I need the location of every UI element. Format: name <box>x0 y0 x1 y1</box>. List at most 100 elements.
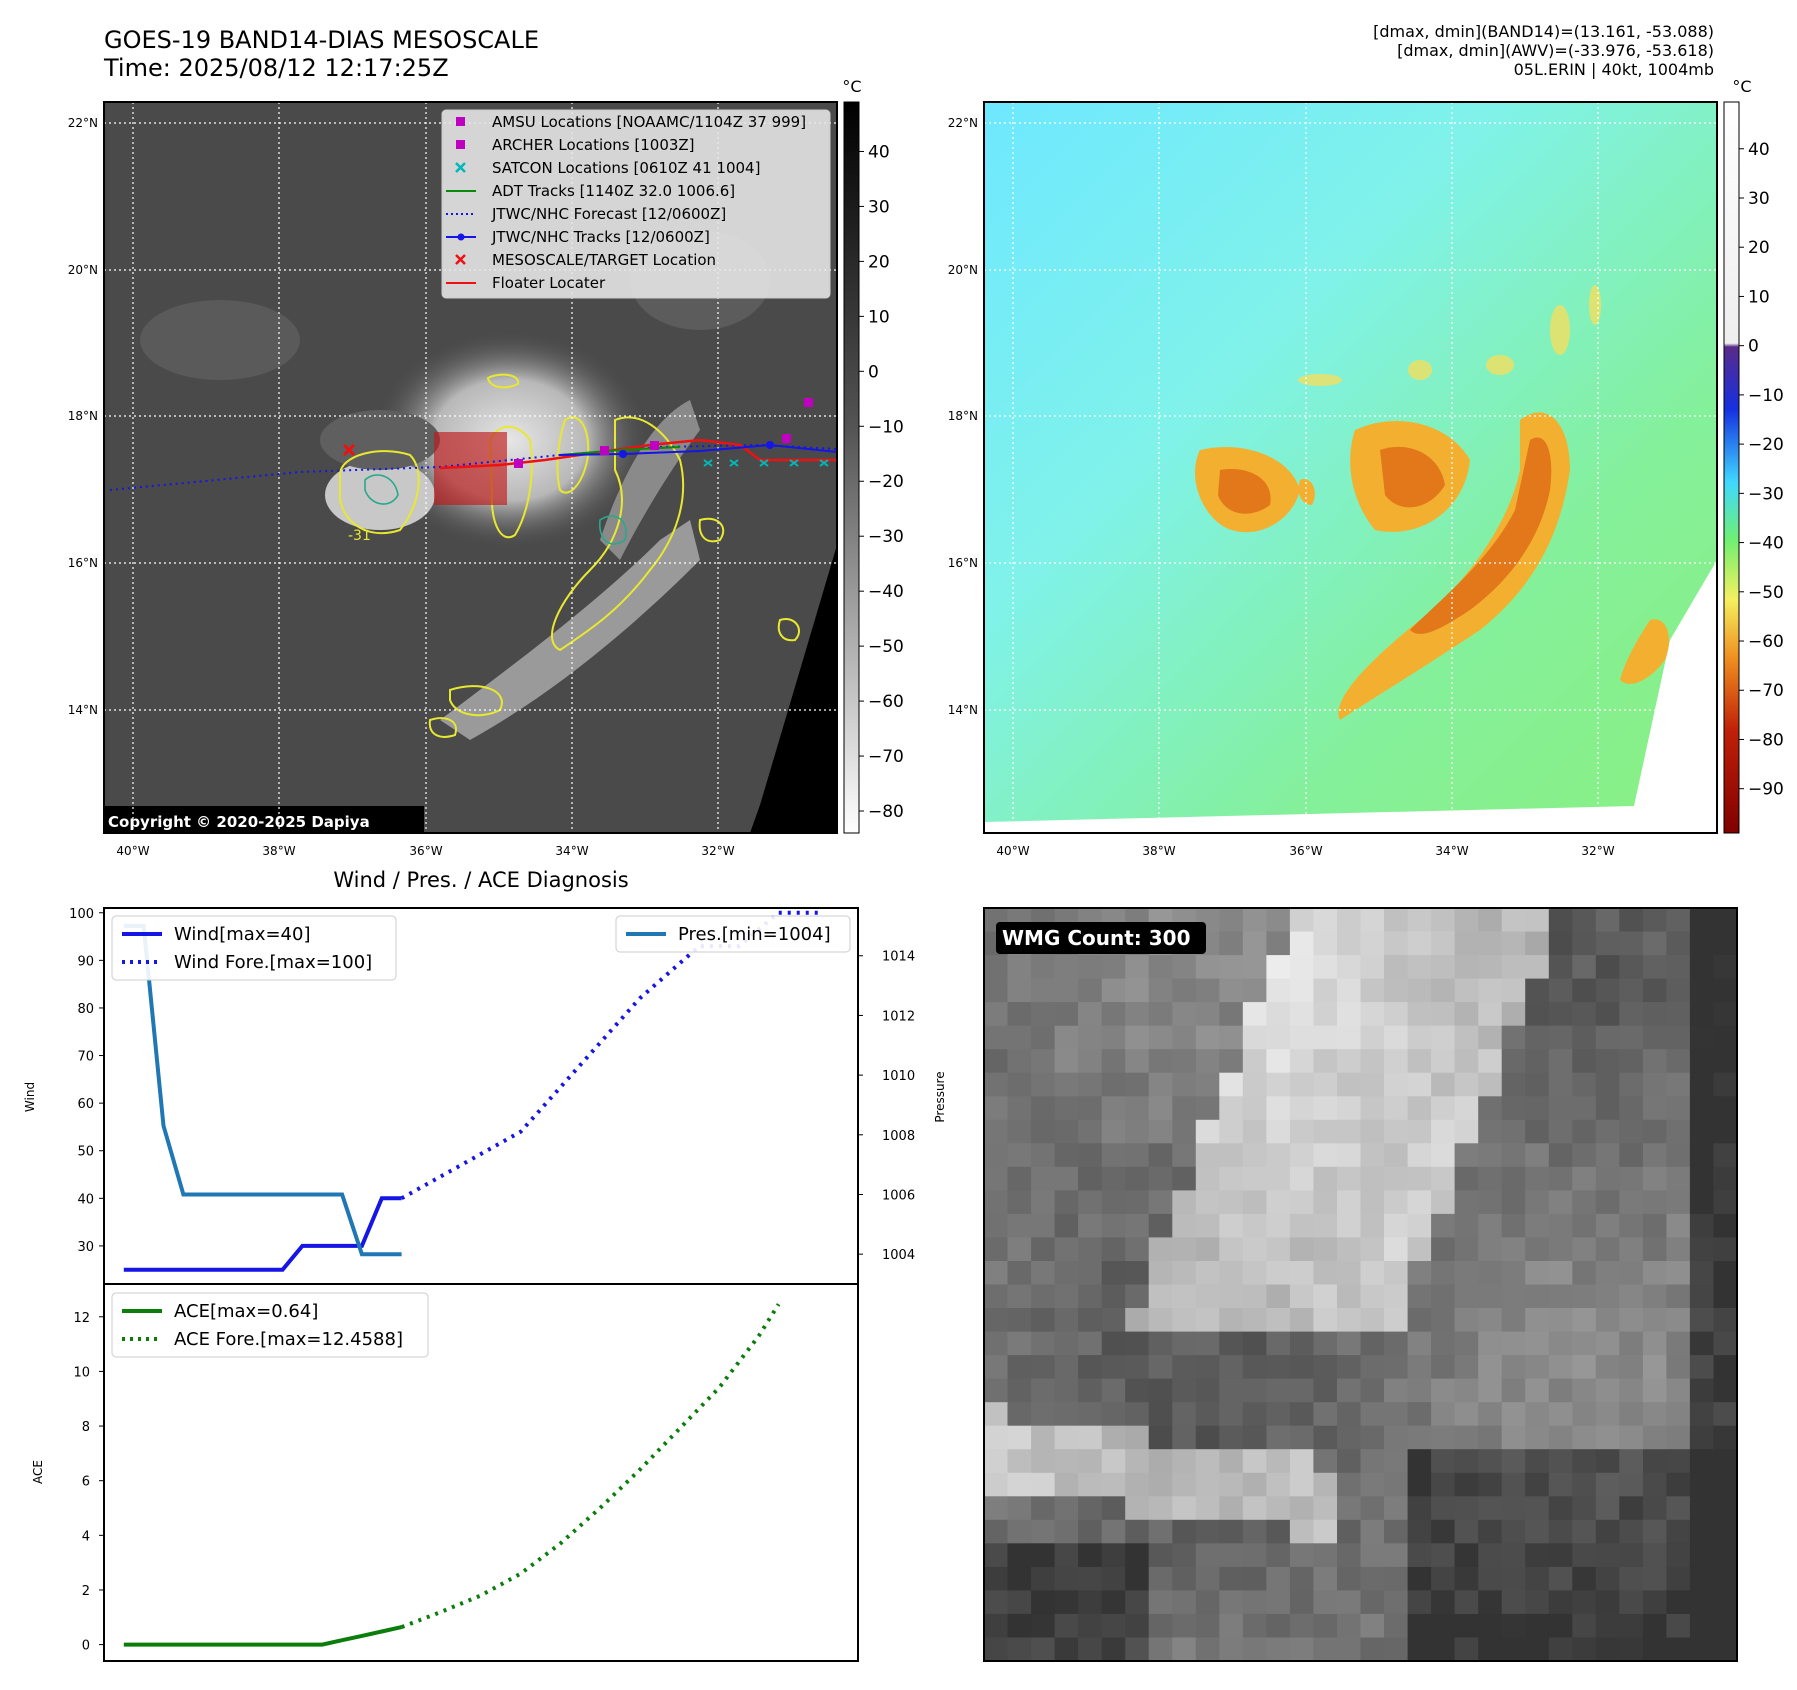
wmg-cell <box>1595 1237 1620 1262</box>
wmg-cell <box>1666 1261 1691 1286</box>
wmg-cell <box>1337 908 1362 933</box>
wmg-cell <box>1407 1566 1432 1591</box>
wmg-cell <box>1666 1143 1691 1168</box>
wmg-cell <box>1619 1096 1644 1121</box>
wmg-cell <box>1572 1355 1597 1380</box>
wmg-cell <box>1407 1308 1432 1333</box>
wmg-cell <box>1478 1049 1503 1074</box>
wmg-cell <box>1242 1190 1267 1215</box>
wmg-cell <box>1431 1190 1456 1215</box>
wmg-cell <box>1172 1355 1197 1380</box>
wmg-cell <box>1219 1166 1244 1191</box>
wmg-cell <box>1125 1261 1150 1286</box>
wmg-cell <box>1125 1496 1150 1521</box>
wmg-cell <box>1572 1308 1597 1333</box>
wmg-cell <box>1101 1331 1126 1356</box>
wmg-cell <box>1619 1072 1644 1097</box>
wmg-cell <box>1478 1096 1503 1121</box>
wmg-cell <box>1219 1496 1244 1521</box>
wmg-cell <box>1384 908 1409 933</box>
wmg-cell <box>1031 1566 1056 1591</box>
wmg-cell <box>1242 1472 1267 1497</box>
wmg-cell <box>1148 1308 1173 1333</box>
wmg-cell <box>1431 908 1456 933</box>
wmg-cell <box>1619 1402 1644 1427</box>
wmg-cell <box>1478 1284 1503 1309</box>
wmg-cell <box>1195 1002 1220 1027</box>
wmg-cell <box>1266 1308 1291 1333</box>
wmg-cell <box>1689 1143 1714 1168</box>
wmg-cell <box>1195 1049 1220 1074</box>
wmg-cell <box>1501 1613 1526 1638</box>
wmg-cell <box>1384 1472 1409 1497</box>
ace-ytick-label: 4 <box>82 1529 90 1544</box>
wmg-cell <box>1572 1637 1597 1661</box>
wmg-cell <box>1054 1237 1079 1262</box>
wmg-cell <box>1431 1637 1456 1661</box>
wmg-cell <box>1689 1613 1714 1638</box>
wmg-cell <box>1384 1025 1409 1050</box>
wmg-cell <box>1148 1543 1173 1568</box>
wmg-cell <box>1595 1637 1620 1661</box>
wmg-cell <box>1360 1355 1385 1380</box>
wmg-cell <box>1642 1449 1667 1474</box>
wmg-cell <box>1195 1190 1220 1215</box>
wmg-cell <box>1007 955 1032 980</box>
wmg-cell <box>1219 908 1244 933</box>
legend-label: Floater Locater <box>492 274 606 292</box>
wmg-cell <box>1360 1566 1385 1591</box>
wmg-cell <box>1337 1096 1362 1121</box>
wmg-cell <box>1195 1213 1220 1238</box>
wmg-cell <box>1289 1213 1314 1238</box>
wmg-cell <box>1689 1166 1714 1191</box>
wmg-cell <box>1313 1166 1338 1191</box>
wmg-cell <box>1454 955 1479 980</box>
wmg-cell <box>1384 1002 1409 1027</box>
ir-colorbar-tick-label: 30 <box>868 197 890 217</box>
wmg-cell <box>1407 1025 1432 1050</box>
wmg-cell <box>1313 1378 1338 1403</box>
ace-ytick-label: 8 <box>82 1420 90 1435</box>
wmg-cell <box>1054 1002 1079 1027</box>
wmg-cell <box>1125 1002 1150 1027</box>
wmg-cell <box>1642 931 1667 956</box>
wmg-cell <box>1007 1496 1032 1521</box>
wmg-cell <box>1642 1261 1667 1286</box>
wmg-cell <box>1642 1025 1667 1050</box>
wmg-cell <box>1172 1143 1197 1168</box>
wmg-cell <box>1454 1119 1479 1144</box>
wmg-cell <box>1595 1613 1620 1638</box>
wmg-cell <box>1478 1590 1503 1615</box>
wmg-cell <box>1384 931 1409 956</box>
wind-ytick-label: 70 <box>77 1050 94 1065</box>
wmg-cell <box>1454 1143 1479 1168</box>
wmg-cell <box>1666 1002 1691 1027</box>
wmg-cell <box>1525 1072 1550 1097</box>
wmg-cell <box>1172 1519 1197 1544</box>
wmg-cell <box>1337 1331 1362 1356</box>
wmg-cell <box>1642 1613 1667 1638</box>
wmg-cell <box>1689 1355 1714 1380</box>
wmg-cell <box>1078 955 1103 980</box>
wmg-cell <box>1431 1025 1456 1050</box>
wmg-cell <box>984 1519 1009 1544</box>
wmg-cell <box>1525 1119 1550 1144</box>
wmg-cell <box>1689 931 1714 956</box>
wmg-cell <box>1289 1308 1314 1333</box>
wmg-cell <box>1101 1402 1126 1427</box>
wmg-cell <box>1101 978 1126 1003</box>
ir-lon-label: 34°W <box>555 844 588 858</box>
wmg-cell <box>1713 978 1737 1003</box>
wmg-cell <box>1148 1143 1173 1168</box>
wmg-cell <box>1384 1496 1409 1521</box>
wmg-cell <box>1148 1519 1173 1544</box>
wmg-cell <box>1454 1166 1479 1191</box>
wmg-cell <box>1125 1308 1150 1333</box>
wmg-cell <box>1148 1613 1173 1638</box>
wmg-cell <box>1313 1590 1338 1615</box>
wmg-cell <box>1572 978 1597 1003</box>
wmg-cell <box>1548 1308 1573 1333</box>
figure-title: GOES-19 BAND14-DIAS MESOSCALE Time: 2025… <box>104 26 539 82</box>
series-ace-fore- <box>400 1303 781 1629</box>
wmg-cell <box>1289 1237 1314 1262</box>
